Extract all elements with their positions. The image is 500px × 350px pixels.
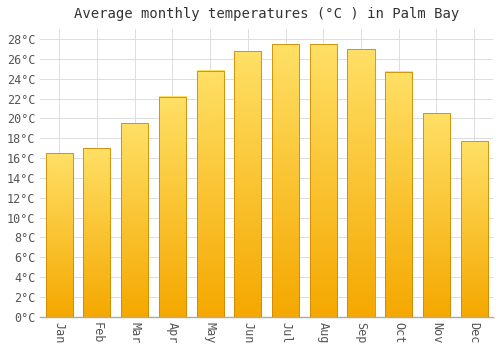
Bar [121,123,148,317]
Bar [385,72,412,317]
Bar [348,49,374,317]
Bar [159,97,186,317]
Bar [423,113,450,317]
Bar [84,148,110,317]
Bar [310,44,337,317]
Bar [234,51,262,317]
Bar [46,153,73,317]
Bar [460,141,488,317]
Bar [272,44,299,317]
Bar [196,71,224,317]
Title: Average monthly temperatures (°C ) in Palm Bay: Average monthly temperatures (°C ) in Pa… [74,7,460,21]
